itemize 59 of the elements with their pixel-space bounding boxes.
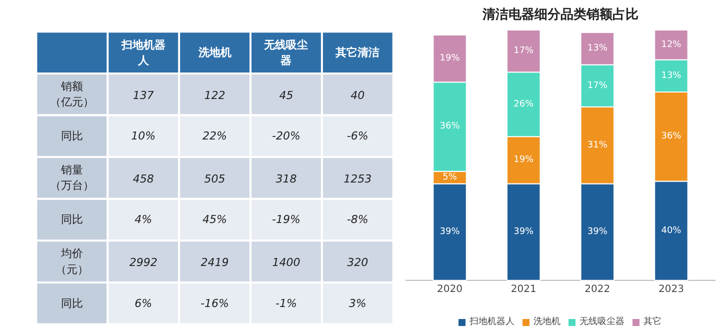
category-label: 同比 — [60, 296, 83, 310]
x-tick-label: 2021 — [510, 284, 536, 296]
text: 3% — [348, 296, 366, 310]
category-label: 同比 — [60, 213, 83, 226]
category-label: 销额（亿元） — [50, 80, 94, 109]
data-label: 39% — [587, 227, 608, 238]
text: -16% — [200, 296, 229, 310]
text: -19% — [272, 213, 300, 226]
x-tick-label: 2020 — [437, 284, 463, 296]
text: 122 — [204, 88, 226, 102]
text: 4% — [134, 213, 152, 226]
data-label: 39% — [514, 227, 534, 238]
x-tick-label: 2023 — [658, 284, 684, 296]
data-label: 12% — [661, 40, 682, 50]
text: 458 — [132, 172, 154, 186]
data-label: 31% — [587, 140, 608, 150]
data-label: 5% — [442, 172, 458, 183]
text: 505 — [204, 172, 226, 186]
category-label: 无线吸尘器 — [263, 38, 308, 67]
legend-label: 其它 — [644, 316, 662, 328]
category-label: 洗地机 — [197, 46, 232, 60]
text: 45% — [202, 213, 228, 226]
data-label: 36% — [661, 132, 682, 142]
data-label: 36% — [440, 122, 460, 132]
data-label: 19% — [440, 54, 460, 64]
data-label: 40% — [661, 226, 682, 236]
x-tick-label: 2022 — [584, 284, 610, 296]
chart-title: 清洁电器细分品类销额占比 — [482, 6, 638, 22]
text: 6% — [134, 296, 152, 310]
data-label: 17% — [514, 46, 534, 56]
legend-label: 扫地机器人 — [470, 316, 514, 328]
text: 2992 — [129, 256, 158, 270]
category-label: 销量（万台） — [50, 164, 94, 192]
text: -6% — [346, 130, 368, 143]
text: 318 — [276, 172, 297, 186]
text: 2419 — [200, 256, 229, 270]
text: 320 — [347, 256, 368, 270]
legend-label: 无线吸尘器 — [580, 316, 624, 328]
text: 10% — [131, 130, 156, 143]
data-label: 19% — [514, 155, 534, 166]
text: 1400 — [272, 256, 300, 270]
data-label: 26% — [514, 99, 534, 110]
text: 45 — [279, 88, 294, 102]
category-label: 同比 — [60, 130, 83, 143]
text: 1253 — [344, 172, 372, 186]
legend-label: 洗地机 — [534, 316, 560, 328]
text: 137 — [132, 88, 154, 102]
text: -1% — [276, 296, 297, 310]
data-label: 13% — [587, 44, 608, 54]
category-label: 均价（元） — [55, 247, 88, 276]
data-label: 17% — [587, 80, 608, 91]
text: -8% — [346, 213, 368, 226]
text: 22% — [202, 130, 228, 143]
data-label: 39% — [440, 227, 460, 238]
text: -20% — [272, 130, 300, 143]
category-label: 扫地机器人 — [120, 38, 166, 67]
data-label: 13% — [661, 70, 682, 81]
text: 40 — [350, 88, 365, 102]
category-label: 其它清洁 — [334, 46, 380, 60]
